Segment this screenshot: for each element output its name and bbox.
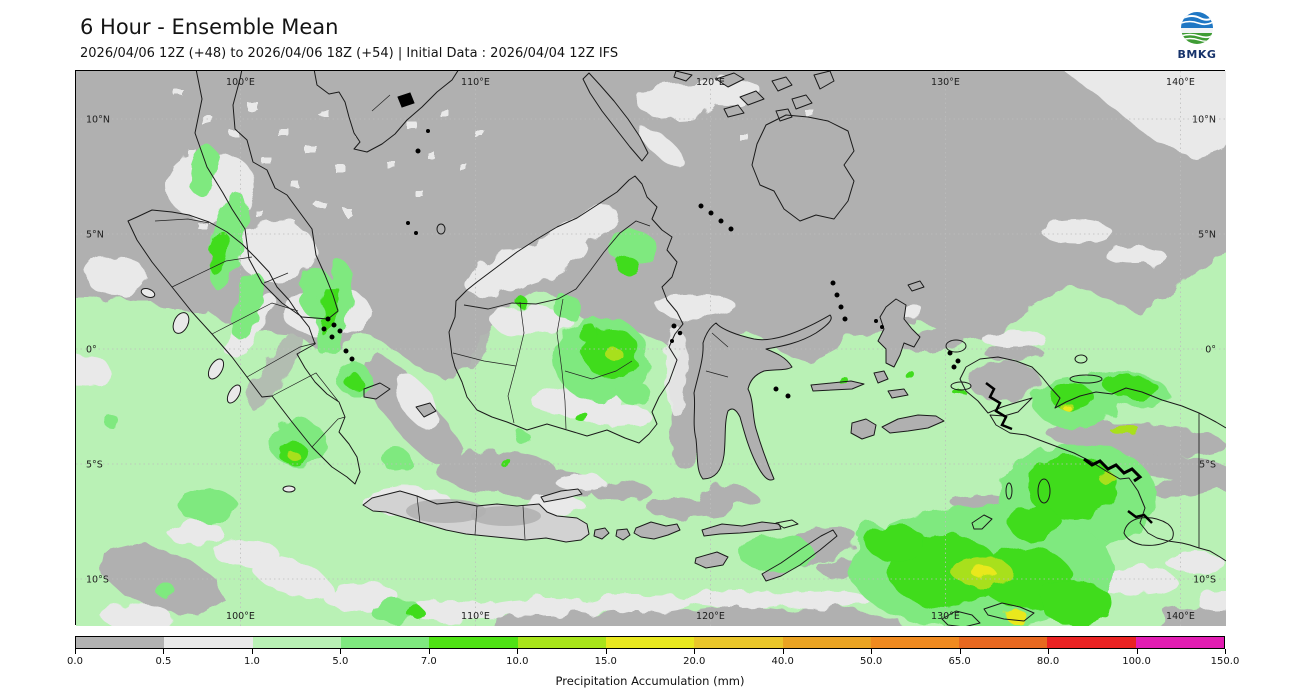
colorbar-segment <box>517 637 606 648</box>
colorbar-tick-label: 40.0 <box>771 656 794 667</box>
colorbar-segment <box>252 637 341 648</box>
lat-label-right: 5°N <box>1198 230 1216 241</box>
precipitation-map: 100°E 100°E 110°E 110°E 120°E 120°E 130°E 130°E… <box>75 70 1226 626</box>
colorbar-tickmark <box>251 649 253 654</box>
colorbar-segment <box>76 637 165 648</box>
colorbar-tickmark <box>340 649 342 654</box>
lat-label-left: 5°N <box>86 230 104 241</box>
colorbar-segment <box>429 637 518 648</box>
colorbar-tick-label: 7.0 <box>420 656 437 667</box>
colorbar-ticks: 0.0 0.5 1.0 5.0 7.0 10.0 15.0 20.0 40.0 50.0 65.0 8… <box>67 649 1239 679</box>
colorbar-tickmark <box>694 649 696 654</box>
colorbar-tick-label: 100.0 <box>1122 656 1151 667</box>
colorbar-tick-label: 65.0 <box>948 656 971 667</box>
lon-label-top: 110°E <box>461 77 490 88</box>
colorbar-bar <box>75 636 1225 649</box>
lon-label-bottom: 140°E <box>1166 611 1195 622</box>
lon-label-bottom: 100°E <box>226 611 255 622</box>
colorbar-tick-label: 5.0 <box>332 656 349 667</box>
lat-label-right: 5°S <box>1199 460 1216 471</box>
colorbar-segment <box>1135 637 1225 648</box>
colorbar-segment <box>340 637 430 648</box>
colorbar-tickmark <box>1136 649 1138 654</box>
lon-label-top: 140°E <box>1166 77 1195 88</box>
bmkg-logo: BMKG <box>1178 12 1217 61</box>
colorbar-tick-label: 20.0 <box>683 656 706 667</box>
colorbar-tickmark <box>605 649 607 654</box>
lon-label-bottom: 130°E <box>931 611 960 622</box>
colorbar-tick-label: 10.0 <box>506 656 529 667</box>
lon-label-top: 100°E <box>226 77 255 88</box>
colorbar-tickmark <box>428 649 430 654</box>
colorbar-tickmark <box>959 649 961 654</box>
colorbar-tick-label: 150.0 <box>1210 656 1240 667</box>
precip-green-layer <box>103 145 1170 626</box>
lat-label-right: 0° <box>1205 345 1216 356</box>
colorbar-tickmark <box>871 649 873 654</box>
colorbar-tickmark <box>517 649 519 654</box>
colorbar-tickmark <box>75 649 76 654</box>
colorbar-tickmark <box>163 649 165 654</box>
colorbar-tick-label: 15.0 <box>594 656 617 667</box>
colorbar-tick-label: 1.0 <box>243 656 260 667</box>
lon-label-bottom: 120°E <box>696 611 725 622</box>
colorbar-segment <box>870 637 960 648</box>
lat-label-left: 5°S <box>86 460 103 471</box>
colorbar-segment <box>605 637 695 648</box>
page-title: 6 Hour - Ensemble Mean <box>80 15 339 39</box>
colorbar-tick-label: 80.0 <box>1036 656 1060 667</box>
lat-label-right: 10°N <box>1192 115 1216 126</box>
lat-label-right: 10°S <box>1193 575 1216 586</box>
colorbar-segment <box>1047 637 1136 648</box>
colorbar-tickmark <box>1225 649 1226 654</box>
colorbar-tickmark <box>1048 649 1050 654</box>
bmkg-logo-text: BMKG <box>1178 48 1217 61</box>
admin-borders <box>154 94 1200 548</box>
colorbar-tick-label: 0.5 <box>155 656 172 667</box>
precip-white-layer <box>76 71 1226 626</box>
colorbar-segment <box>694 637 783 648</box>
colorbar-title: Precipitation Accumulation (mm) <box>555 674 745 688</box>
lat-label-left: 10°S <box>86 575 109 586</box>
lon-label-top: 130°E <box>931 77 960 88</box>
coastlines <box>127 71 1226 626</box>
map-canvas: 100°E 100°E 110°E 110°E 120°E 120°E 130°E 130°E… <box>76 71 1226 626</box>
colorbar-segment <box>959 637 1048 648</box>
page-subtitle: 2026/04/06 12Z (+48) to 2026/04/06 18Z (… <box>80 46 619 61</box>
colorbar-segment <box>782 637 871 648</box>
lat-label-left: 10°N <box>86 115 110 126</box>
terrain-marks <box>321 92 1153 524</box>
lon-label-bottom: 110°E <box>461 611 490 622</box>
colorbar-tick-label: 0.0 <box>67 656 83 667</box>
colorbar: 0.0 0.5 1.0 5.0 7.0 10.0 15.0 20.0 40.0 50.0 65.0 8… <box>67 636 1239 696</box>
lat-label-left: 0° <box>86 345 97 356</box>
colorbar-tickmark <box>782 649 784 654</box>
bmkg-logo-icon <box>1181 12 1213 44</box>
colorbar-segment <box>164 637 253 648</box>
colorbar-tick-label: 50.0 <box>860 656 883 667</box>
lon-label-top: 120°E <box>696 77 725 88</box>
